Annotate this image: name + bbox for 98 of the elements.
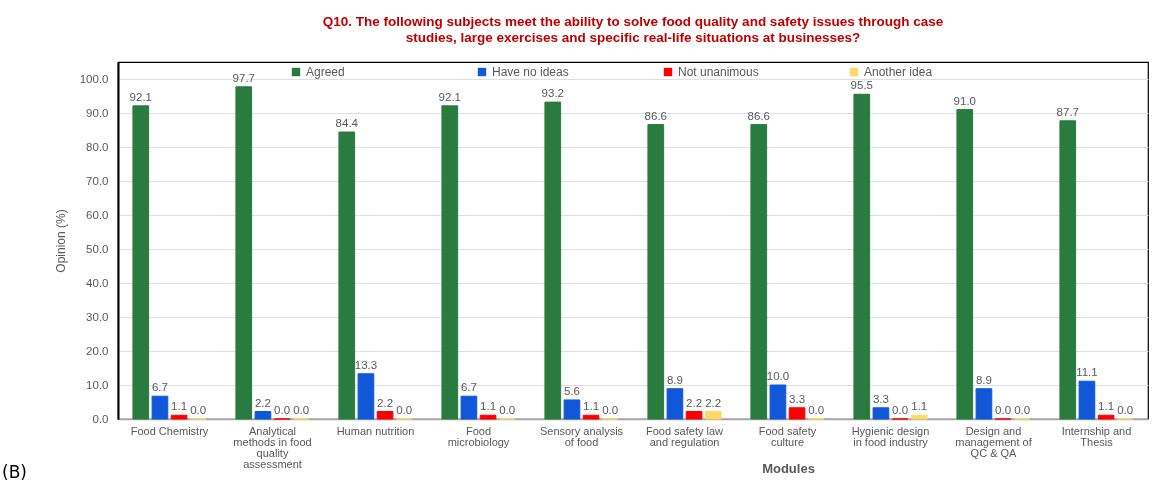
y-tick-label: 90.0 [86, 106, 109, 119]
data-label: 5.6 [563, 384, 580, 397]
data-label: 1.1 [911, 400, 928, 413]
y-tick-label: 70.0 [86, 174, 109, 187]
bar [357, 373, 375, 420]
bar [544, 101, 562, 420]
x-axis-title: Modules [762, 460, 815, 476]
chart-title: Q10. The following subjects meet the ability to solve food quality and safety issues through case studies, large exercises and specific real-life situations at businesses? [322, 13, 944, 45]
data-label: 0.0 [995, 404, 1012, 416]
data-label: 2.2 [377, 396, 394, 409]
bar [563, 399, 581, 420]
data-label: 3.3 [872, 392, 889, 405]
data-label: 2.2 [705, 396, 722, 409]
bar [170, 414, 188, 420]
data-label: 1.1 [1098, 400, 1115, 413]
bar [872, 407, 890, 420]
x-tick-label: Food safety law and regulation [645, 424, 724, 448]
data-label: 84.4 [335, 117, 359, 130]
bar [975, 388, 993, 420]
data-label: 0.0 [1014, 404, 1031, 416]
x-tick-label: Food microbiology [447, 424, 510, 448]
data-label: 8.9 [975, 373, 992, 386]
x-tick-label: Design and management of QC & QA [955, 424, 1033, 459]
data-label: 0.0 [499, 404, 516, 416]
x-tick-label: Internship and Thesis [1061, 424, 1132, 448]
y-tick-label: 10.0 [86, 378, 109, 391]
data-label: 6.7 [151, 381, 168, 394]
bar [685, 411, 703, 420]
data-label: 86.6 [747, 109, 770, 122]
y-axis-title: Opinion (%) [53, 209, 68, 273]
data-label: 0.0 [1117, 404, 1134, 416]
data-label: 1.1 [583, 400, 600, 413]
bar [151, 395, 169, 420]
bar [582, 414, 600, 420]
data-label: 0.0 [602, 404, 619, 416]
data-label: 87.7 [1056, 105, 1079, 118]
bar [853, 93, 871, 420]
bar [788, 407, 806, 420]
data-label: 2.2 [686, 396, 703, 409]
x-tick-label: Sensory analysis of food [539, 424, 624, 448]
bar [910, 414, 928, 420]
bar [1059, 120, 1077, 420]
data-label: 1.1 [171, 400, 188, 413]
bar [235, 86, 253, 420]
data-label: 0.0 [892, 404, 909, 416]
legend-label: Another idea [864, 65, 933, 79]
x-tick-label: Food safety culture [758, 424, 817, 448]
data-label: 3.3 [789, 392, 806, 405]
bar [1078, 380, 1096, 420]
data-label: 0.0 [274, 404, 291, 416]
y-tick-label: 40.0 [86, 276, 109, 289]
y-tick-label: 50.0 [86, 242, 109, 255]
data-label: 93.2 [541, 87, 564, 100]
legend-label: Agreed [306, 65, 345, 79]
bar [704, 411, 722, 420]
data-label: 0.0 [808, 404, 825, 416]
bar [338, 131, 356, 420]
bar [132, 105, 150, 420]
bar [441, 105, 459, 420]
bar [254, 411, 272, 420]
data-label: 0.0 [293, 404, 310, 416]
data-label: 86.6 [644, 109, 667, 122]
x-tick-label: Analytical methods in food quality assessment [233, 424, 312, 470]
data-label: 0.0 [190, 404, 207, 416]
data-label: 8.9 [666, 373, 683, 386]
text: (B) [2, 462, 27, 482]
bar [460, 395, 478, 420]
bar [769, 384, 787, 420]
y-tick-label: 0.0 [92, 412, 109, 425]
bar [956, 109, 974, 420]
y-tick-label: 60.0 [86, 208, 109, 221]
bar [1097, 414, 1115, 420]
data-label: 95.5 [850, 79, 873, 92]
data-label: 11.1 [1076, 366, 1098, 379]
x-tick-label: Human nutrition [336, 424, 415, 437]
data-label: 0.0 [396, 404, 413, 416]
legend-label: Not unanimous [678, 65, 759, 79]
data-label: 6.7 [460, 381, 477, 394]
data-label: 2.2 [254, 396, 271, 409]
data-label: 13.3 [354, 358, 378, 371]
data-label: 1.1 [480, 400, 497, 413]
y-tick-label: 20.0 [86, 344, 109, 357]
bar [647, 124, 665, 420]
data-label: 97.7 [232, 71, 255, 84]
y-tick-label: 30.0 [86, 310, 109, 323]
data-label: 92.1 [438, 90, 461, 103]
data-label: 92.1 [129, 90, 152, 103]
data-label: 91.0 [953, 94, 976, 107]
bar [376, 411, 394, 420]
legend-label: Have no ideas [492, 65, 569, 79]
x-tick-label: Hygienic design in food industry [851, 424, 930, 448]
y-tick-label: 80.0 [86, 140, 109, 153]
bar [750, 124, 768, 420]
y-tick-label: 100.0 [79, 72, 109, 85]
bar [666, 388, 684, 420]
x-tick-label: Food Chemistry [130, 424, 209, 437]
data-label: 10.0 [766, 370, 790, 382]
bar [479, 414, 497, 420]
